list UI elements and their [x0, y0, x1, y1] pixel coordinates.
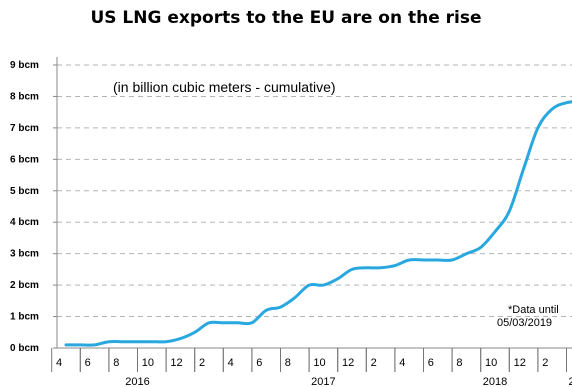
data-point — [337, 278, 339, 280]
x-tick-label: 8 — [456, 357, 462, 369]
y-tick-label: 6 bcm — [10, 154, 39, 165]
data-point — [366, 267, 368, 269]
data-point — [451, 259, 453, 261]
data-point — [408, 259, 410, 261]
data-point — [523, 168, 525, 170]
data-point — [308, 284, 310, 286]
y-tick-label: 7 bcm — [10, 123, 39, 134]
x-tick-label: 8 — [113, 357, 119, 369]
data-point — [323, 284, 325, 286]
data-point — [480, 247, 482, 249]
x-tick-label: 4 — [56, 357, 62, 369]
data-point — [394, 265, 396, 267]
data-point — [194, 331, 196, 333]
x-tick-label: 12 — [342, 357, 354, 369]
data-point — [223, 322, 225, 324]
data-point — [566, 102, 568, 104]
year-label: 2017 — [311, 376, 335, 387]
x-tick-label: 4 — [399, 357, 405, 369]
series-line-0 — [64, 100, 572, 347]
data-point — [180, 338, 182, 340]
data-point — [280, 306, 282, 308]
x-tick-label: 8 — [285, 357, 291, 369]
x-tick-label: 4 — [228, 357, 234, 369]
data-point — [108, 341, 110, 343]
data-point — [466, 253, 468, 255]
y-tick-label: 0 bcm — [10, 343, 39, 354]
data-point — [509, 210, 511, 212]
x-axis: 4 6 8 10 12 2 4 6 8 10 12 2 4 6 8 10 12 2 2016 2017 2018 2019 — [51, 347, 572, 387]
year-label: 2018 — [483, 376, 507, 387]
y-tick-label: 2 bcm — [10, 280, 39, 291]
data-point — [137, 341, 139, 343]
data-point — [165, 341, 167, 343]
y-tick-label: 8 bcm — [10, 91, 39, 102]
y-tick-label: 9 bcm — [10, 60, 39, 71]
x-tick-label: 6 — [85, 357, 91, 369]
data-point — [551, 108, 553, 110]
x-tick-label: 2 — [199, 357, 205, 369]
chart-subtitle: (in billion cubic meters - cumulative) — [113, 79, 336, 95]
x-tick-label: 2 — [371, 357, 377, 369]
data-point — [265, 309, 267, 311]
data-point — [122, 341, 124, 343]
data-point — [208, 322, 210, 324]
y-tick-label: 1 bcm — [10, 312, 39, 323]
x-tick-label: 10 — [142, 357, 154, 369]
year-label: 2016 — [125, 376, 149, 387]
x-tick-label: 12 — [170, 357, 182, 369]
x-tick-label: 10 — [485, 357, 497, 369]
data-point — [251, 322, 253, 324]
y-tick-label: 4 bcm — [10, 217, 39, 228]
y-tick-label: 3 bcm — [10, 249, 39, 260]
year-label: 2019 — [569, 376, 572, 387]
grid-lines — [57, 64, 572, 318]
data-point — [237, 322, 239, 324]
data-point — [80, 344, 82, 346]
x-tick-label: 10 — [313, 357, 325, 369]
data-point — [294, 297, 296, 299]
series-group — [64, 100, 572, 347]
data-note-line-1: *Data until — [508, 304, 559, 316]
y-axis: 0 bcm 1 bcm 2 bcm 3 bcm 4 bcm 5 bcm 6 bcm 7 bcm… — [10, 57, 58, 354]
data-point — [94, 344, 96, 346]
data-note-line-2: 05/03/2019 — [497, 317, 552, 329]
data-point — [423, 259, 425, 261]
data-point — [537, 127, 539, 129]
chart-title: US LNG exports to the EU are on the rise — [90, 8, 482, 28]
x-tick-label: 12 — [514, 357, 526, 369]
y-tick-label: 5 bcm — [10, 186, 39, 197]
data-point — [65, 344, 67, 346]
data-point — [494, 231, 496, 233]
data-point — [151, 341, 153, 343]
data-point — [351, 269, 353, 271]
x-tick-label: 6 — [428, 357, 434, 369]
data-point — [437, 259, 439, 261]
data-point — [380, 267, 382, 269]
x-tick-label: 6 — [256, 357, 262, 369]
x-tick-label: 2 — [542, 357, 548, 369]
